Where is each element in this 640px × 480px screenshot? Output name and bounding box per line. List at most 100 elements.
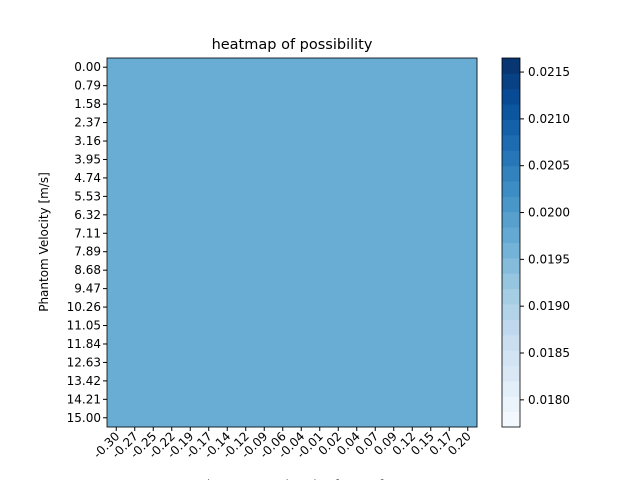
heat-cell [458, 131, 478, 151]
heat-cell [384, 224, 404, 243]
heat-cell [403, 187, 422, 207]
heat-cell [366, 390, 385, 410]
heat-cell [366, 334, 385, 354]
heat-cell [181, 113, 200, 133]
heat-cell [421, 113, 441, 133]
heat-cell [255, 94, 274, 114]
heat-cell [144, 260, 163, 280]
heat-cell [384, 113, 404, 133]
colorbar-band [502, 150, 520, 167]
y-tick-label: 13.42 [67, 374, 101, 388]
heat-cell [329, 205, 348, 225]
heat-cell [366, 205, 385, 225]
heat-cell [236, 150, 256, 170]
heat-cell [162, 316, 182, 336]
heat-cell [366, 131, 385, 151]
heat-cell [384, 408, 404, 428]
heat-cell [292, 334, 311, 354]
heat-cell [403, 113, 422, 133]
heat-cell [347, 260, 367, 280]
heat-cell [458, 94, 478, 114]
heat-cell [199, 408, 219, 428]
heat-cell [218, 58, 237, 77]
heat-cell [255, 113, 274, 133]
heat-cell [125, 168, 145, 188]
heat-cell [366, 260, 385, 280]
heat-cell [125, 297, 145, 317]
heat-cell [366, 371, 385, 391]
heat-cell [255, 334, 274, 354]
heat-cell [347, 168, 367, 188]
heat-cell [181, 316, 200, 336]
heat-cell [199, 297, 219, 317]
heat-cell [107, 131, 126, 151]
heat-cell [236, 224, 256, 243]
heat-cell [181, 371, 200, 391]
heat-cell [199, 353, 219, 373]
heat-cell [199, 334, 219, 354]
heat-cell [347, 76, 367, 96]
heat-cell [125, 94, 145, 114]
heat-cell [366, 408, 385, 428]
heat-cell [273, 408, 293, 428]
heat-cell [292, 168, 311, 188]
heat-cell [403, 316, 422, 336]
y-tick-label: 10.26 [67, 300, 101, 314]
heat-cell [199, 76, 219, 96]
plot-frame [106, 57, 478, 428]
heat-cell [144, 131, 163, 151]
heat-cell [162, 390, 182, 410]
heat-cell [384, 297, 404, 317]
heat-cell [347, 224, 367, 243]
heat-cell [421, 279, 441, 299]
heat-cell [236, 168, 256, 188]
heat-cell [292, 224, 311, 243]
heat-cell [329, 76, 348, 96]
heat-cell [199, 187, 219, 207]
heat-cell [255, 242, 274, 262]
heat-cell [329, 187, 348, 207]
heat-cell [347, 58, 367, 77]
heat-cell [458, 242, 478, 262]
heat-cell [162, 224, 182, 243]
heat-cell [162, 260, 182, 280]
y-tick-label: 3.16 [74, 134, 101, 148]
heat-cell [347, 279, 367, 299]
heat-cell [162, 408, 182, 428]
heat-cell [403, 131, 422, 151]
heat-cell [292, 76, 311, 96]
heat-cell [329, 113, 348, 133]
heat-cell [292, 187, 311, 207]
heat-cell [310, 260, 330, 280]
heat-cell [273, 187, 293, 207]
heat-cell [107, 279, 126, 299]
heat-cell [218, 113, 237, 133]
heat-cell [107, 260, 126, 280]
heat-cell [310, 150, 330, 170]
heat-cell [384, 260, 404, 280]
heat-cell [421, 260, 441, 280]
colorbar-band [502, 288, 520, 305]
heat-cell [440, 316, 459, 336]
heat-cell [329, 131, 348, 151]
y-tick-label: 1.58 [74, 97, 101, 111]
heat-cell [107, 94, 126, 114]
heat-cell [292, 113, 311, 133]
heat-cell [403, 334, 422, 354]
heat-cell [329, 371, 348, 391]
heat-cell [458, 113, 478, 133]
heat-cell [181, 408, 200, 428]
heat-cell [107, 150, 126, 170]
heat-cell [329, 94, 348, 114]
heat-cell [421, 390, 441, 410]
heat-cell [107, 224, 126, 243]
heat-cell [236, 279, 256, 299]
heat-cell [458, 353, 478, 373]
colorbar-band [502, 88, 520, 105]
heat-cell [144, 242, 163, 262]
y-tick-label: 7.11 [74, 226, 101, 240]
heat-cell [421, 408, 441, 428]
heat-cell [199, 260, 219, 280]
heat-cell [218, 279, 237, 299]
